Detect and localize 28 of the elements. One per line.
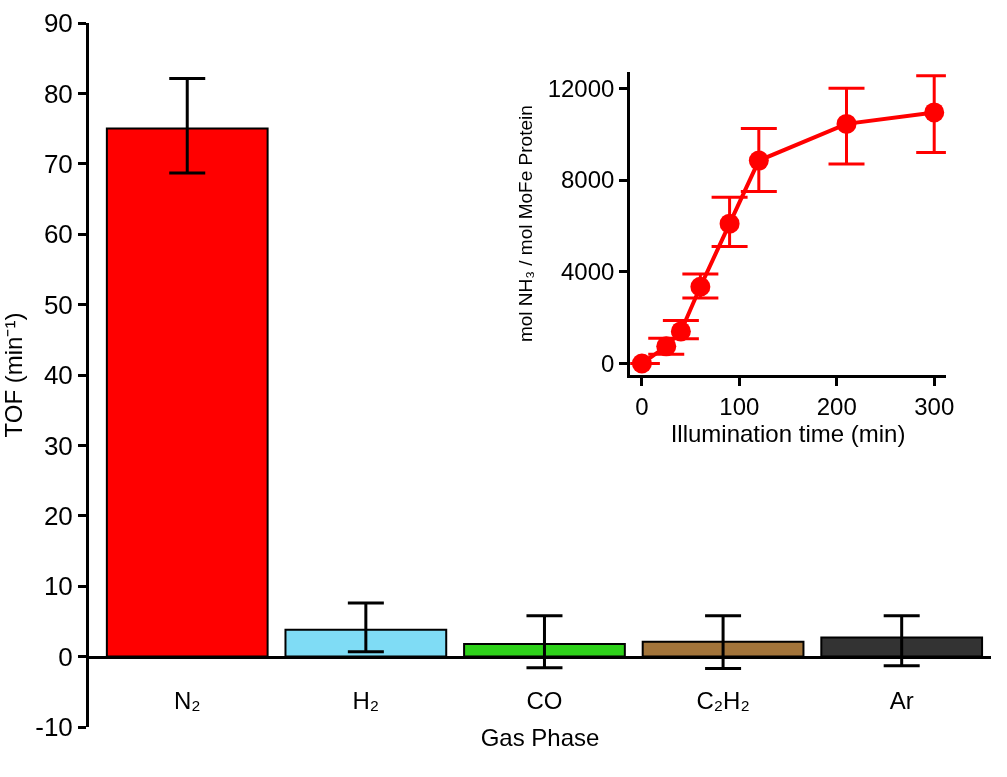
y-tick-label: 0	[601, 349, 615, 377]
y-tick-label: 0	[58, 641, 73, 672]
x-axis-title: Illumination time (min)	[670, 419, 906, 447]
y-tick-label: 10	[43, 571, 73, 602]
y-tick-label: 70	[43, 148, 73, 179]
y-tick-label: 4000	[561, 258, 615, 286]
x-tick-label: 200	[816, 392, 857, 420]
x-tick-label: 300	[914, 392, 955, 420]
x-tick-label: Ar	[889, 687, 914, 715]
y-tick-label: 50	[43, 289, 73, 320]
x-tick-label: CO	[526, 687, 563, 715]
x-axis-title: Gas Phase	[480, 723, 600, 751]
y-tick-label: 60	[43, 219, 73, 250]
y-tick-label: -10	[35, 712, 73, 743]
y-axis-title: mol NH₃ / mol MoFe Protein	[515, 105, 537, 343]
y-tick-label: 30	[43, 430, 73, 461]
x-tick-label: 0	[635, 392, 649, 420]
y-tick-label: 40	[43, 360, 73, 391]
y-tick-label: 90	[43, 8, 73, 39]
y-tick-label: 20	[43, 500, 73, 531]
x-tick-label: N₂	[173, 687, 201, 715]
y-tick-label: 12000	[547, 74, 615, 102]
x-tick-label: 100	[719, 392, 760, 420]
y-tick-label: 8000	[561, 166, 615, 194]
x-tick-label: C₂H₂	[696, 687, 750, 715]
y-tick-label: 80	[43, 78, 73, 109]
x-tick-label: H₂	[352, 687, 380, 715]
y-axis-title: TOF (min⁻¹)	[0, 312, 27, 438]
